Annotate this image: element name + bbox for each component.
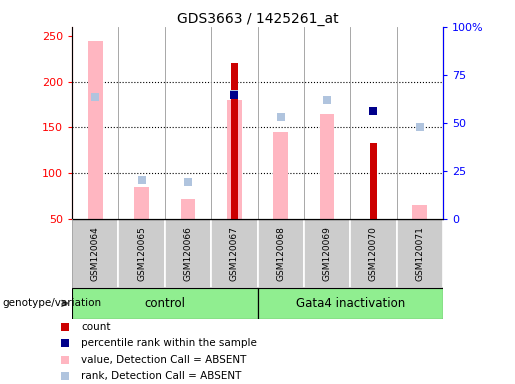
Bar — [350, 219, 397, 288]
Text: control: control — [144, 297, 185, 310]
Text: Gata4 inactivation: Gata4 inactivation — [296, 297, 405, 310]
Bar — [227, 100, 242, 219]
Text: count: count — [81, 322, 110, 332]
Text: GSM120069: GSM120069 — [322, 226, 332, 281]
Bar — [273, 132, 288, 219]
Text: genotype/variation: genotype/variation — [3, 298, 101, 308]
Text: value, Detection Call = ABSENT: value, Detection Call = ABSENT — [81, 354, 246, 364]
Text: GSM120065: GSM120065 — [137, 226, 146, 281]
Text: GSM120070: GSM120070 — [369, 226, 378, 281]
Bar — [88, 41, 102, 219]
Text: rank, Detection Call = ABSENT: rank, Detection Call = ABSENT — [81, 371, 242, 381]
Text: GSM120068: GSM120068 — [276, 226, 285, 281]
Bar — [165, 219, 211, 288]
Bar — [231, 63, 238, 219]
Bar — [211, 219, 258, 288]
Bar — [320, 114, 334, 219]
Text: GSM120066: GSM120066 — [183, 226, 193, 281]
Bar — [181, 199, 195, 219]
Bar — [304, 219, 350, 288]
Bar — [118, 219, 165, 288]
Text: GSM120067: GSM120067 — [230, 226, 239, 281]
Bar — [134, 187, 149, 219]
Bar — [397, 219, 443, 288]
Bar — [72, 288, 258, 319]
Bar — [258, 219, 304, 288]
Text: percentile rank within the sample: percentile rank within the sample — [81, 338, 257, 348]
Title: GDS3663 / 1425261_at: GDS3663 / 1425261_at — [177, 12, 338, 26]
Bar — [72, 219, 118, 288]
Bar — [370, 143, 377, 219]
Bar — [413, 205, 427, 219]
Text: GSM120064: GSM120064 — [91, 226, 100, 281]
Bar — [258, 288, 443, 319]
Text: GSM120071: GSM120071 — [415, 226, 424, 281]
